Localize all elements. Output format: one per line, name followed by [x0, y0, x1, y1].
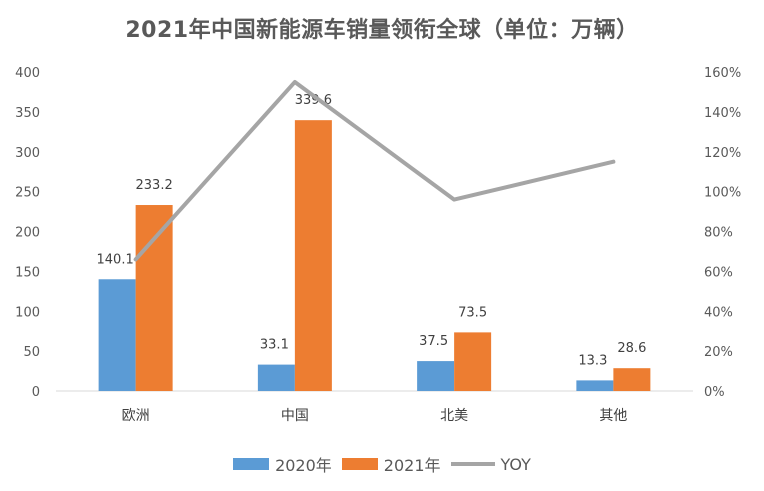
bar-2021年-中国	[294, 120, 332, 391]
legend-label-2021: 2021年	[383, 456, 441, 475]
data-label: 233.2	[136, 178, 173, 193]
y-right-tick-label: 0%	[704, 385, 725, 400]
y-left-tick-label: 300	[15, 146, 40, 161]
x-category-label: 中国	[281, 408, 309, 424]
legend-label-2020: 2020年	[275, 456, 332, 475]
legend-item-2021: 2021年	[341, 452, 441, 476]
data-label: 13.3	[578, 353, 607, 368]
x-category-label: 欧洲	[122, 408, 150, 424]
bar-2021年-欧洲	[135, 205, 173, 391]
y-left-tick-label: 100	[15, 305, 40, 320]
y-left-tick-label: 0	[32, 385, 40, 400]
data-label: 28.6	[617, 341, 646, 356]
bar-2021年-北美	[454, 332, 492, 391]
yoy-line	[133, 79, 616, 262]
legend-label-yoy: YOY	[500, 454, 531, 474]
chart-title: 2021年中国新能源车销量领衔全球（单位：万辆）	[125, 18, 639, 43]
data-label: 140.1	[97, 252, 134, 267]
y-left-tick-label: 150	[15, 265, 40, 280]
y-left-tick-label: 350	[15, 106, 40, 121]
y-left-tick-label: 50	[23, 345, 40, 360]
legend-swatch-2021	[341, 458, 378, 470]
y-left-tick-label: 400	[15, 66, 40, 81]
y-right-tick-label: 60%	[704, 265, 733, 280]
y-right-tick-label: 120%	[704, 146, 741, 161]
data-label: 37.5	[419, 334, 448, 349]
legend-swatch-yoy	[450, 462, 495, 466]
legend-item-2020: 2020年	[233, 452, 332, 476]
x-category-label: 北美	[440, 408, 468, 424]
y-left-tick-label: 250	[15, 186, 40, 201]
y-right-tick-label: 100%	[704, 186, 741, 201]
yoy-point	[453, 199, 455, 201]
bar-2020年-北美	[417, 361, 455, 391]
bar-2020年-中国	[257, 364, 295, 391]
data-label: 33.1	[260, 338, 289, 353]
legend-swatch-2020	[233, 458, 270, 470]
yoy-point	[294, 81, 296, 83]
y-right-tick-label: 80%	[704, 226, 733, 241]
bar-2020年-其他	[576, 380, 614, 391]
yoy-point	[135, 258, 137, 260]
y-left-tick-label: 200	[15, 226, 40, 241]
y-right-tick-label: 40%	[704, 305, 733, 320]
y-right-tick-label: 160%	[704, 66, 741, 81]
x-category-label: 其他	[599, 408, 627, 424]
y-right-tick-label: 20%	[704, 345, 733, 360]
data-label: 73.5	[458, 305, 487, 320]
legend-item-yoy: YOY	[450, 454, 531, 474]
y-right-tick-label: 140%	[704, 106, 741, 121]
legend: 2020年 2021年 YOY	[0, 452, 764, 476]
yoy-point	[612, 161, 614, 163]
bar-2020年-欧洲	[98, 279, 136, 391]
bar-2021年-其他	[613, 368, 651, 391]
